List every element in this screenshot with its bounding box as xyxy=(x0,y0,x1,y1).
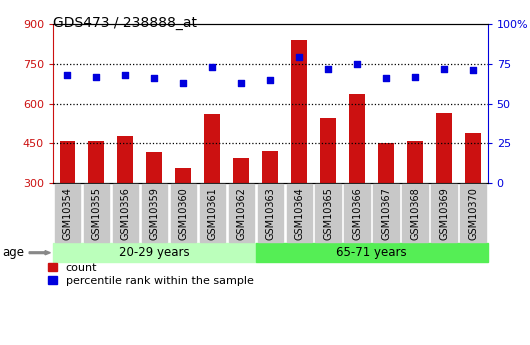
Bar xyxy=(320,118,336,183)
Bar xyxy=(233,158,249,183)
Bar xyxy=(465,132,481,183)
Text: age: age xyxy=(3,246,25,259)
Point xyxy=(179,80,188,86)
Bar xyxy=(262,151,278,183)
Point xyxy=(295,55,304,60)
Text: GSM10360: GSM10360 xyxy=(179,187,188,240)
Bar xyxy=(407,140,423,183)
Text: 65-71 years: 65-71 years xyxy=(337,246,407,259)
Point xyxy=(121,72,130,78)
Text: GSM10361: GSM10361 xyxy=(207,187,217,240)
Point xyxy=(92,74,101,79)
Point xyxy=(382,75,391,81)
Bar xyxy=(89,140,104,183)
Text: GSM10369: GSM10369 xyxy=(439,187,449,240)
Bar xyxy=(349,94,365,183)
Legend: count, percentile rank within the sample: count, percentile rank within the sample xyxy=(48,263,254,286)
Bar xyxy=(175,168,191,183)
Text: GSM10366: GSM10366 xyxy=(352,187,362,240)
Text: 20-29 years: 20-29 years xyxy=(119,246,190,259)
Text: GSM10367: GSM10367 xyxy=(381,187,391,240)
Text: GSM10359: GSM10359 xyxy=(149,187,160,240)
Text: GDS473 / 238888_at: GDS473 / 238888_at xyxy=(53,16,197,30)
Text: GSM10355: GSM10355 xyxy=(92,187,101,240)
Point xyxy=(237,80,245,86)
Bar xyxy=(378,143,394,183)
Text: GSM10368: GSM10368 xyxy=(410,187,420,240)
Text: GSM10363: GSM10363 xyxy=(266,187,275,240)
Text: GSM10370: GSM10370 xyxy=(468,187,478,240)
Bar xyxy=(146,152,162,183)
Point xyxy=(208,64,217,70)
Point xyxy=(353,61,361,67)
Text: GSM10364: GSM10364 xyxy=(294,187,304,240)
Bar xyxy=(436,113,452,183)
Bar xyxy=(205,114,220,183)
Point xyxy=(266,77,275,82)
Point xyxy=(150,75,158,81)
Text: GSM10362: GSM10362 xyxy=(236,187,246,240)
Text: GSM10354: GSM10354 xyxy=(63,187,73,240)
Point xyxy=(469,67,478,73)
Bar xyxy=(59,140,75,183)
Point xyxy=(324,66,332,71)
Point xyxy=(411,74,419,79)
Text: GSM10365: GSM10365 xyxy=(323,187,333,240)
Bar xyxy=(292,40,307,183)
Bar xyxy=(118,136,134,183)
Point xyxy=(440,66,448,71)
Point xyxy=(63,72,72,78)
Text: GSM10356: GSM10356 xyxy=(120,187,130,240)
